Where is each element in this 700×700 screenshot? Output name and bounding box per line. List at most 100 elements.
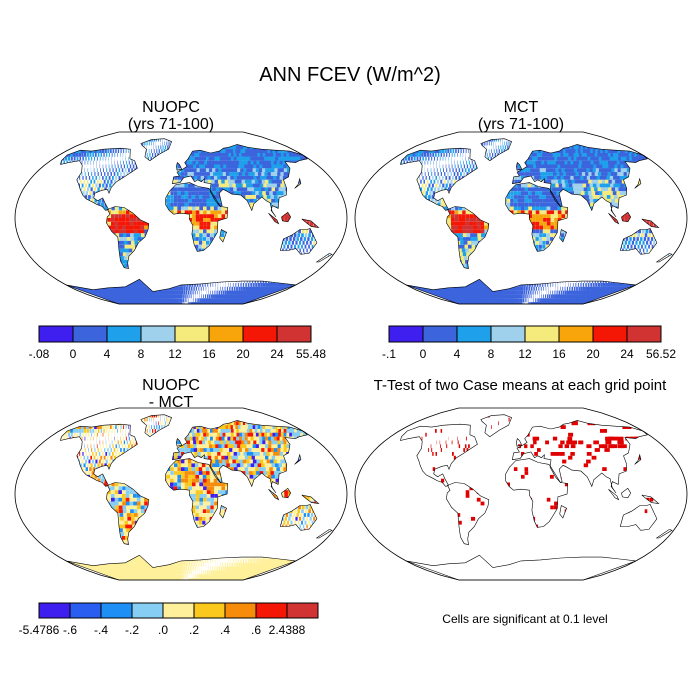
map-boundary <box>14 131 348 305</box>
coastline-northAmerica <box>60 147 138 211</box>
coastline-madagascar <box>219 229 227 243</box>
colorbar-tick-label: 8 <box>138 347 145 361</box>
colorbar-tick-label: 56.52 <box>646 347 676 361</box>
colorbar-tick-label: -.1 <box>382 347 396 361</box>
colorbar-tick-label: 16 <box>202 347 216 361</box>
colorbar-tick-label: 4 <box>104 347 111 361</box>
colorbar-swatch <box>456 325 492 343</box>
coastline-newZealand <box>655 253 673 263</box>
colorbar-swatch <box>162 602 195 619</box>
figure-title: ANN FCEV (W/m^2) <box>259 64 441 86</box>
coastline-australia <box>279 504 318 531</box>
coastline-antarctica <box>405 554 637 581</box>
coastline-southAmerica <box>446 206 490 269</box>
colorbar-tick-label: 2.4388 <box>269 623 306 637</box>
colorbar-swatch <box>490 325 526 343</box>
coastline-northAmerica <box>400 147 478 211</box>
colorbar-tick-label: .2 <box>189 623 199 637</box>
colorbar-swatch <box>208 325 244 343</box>
coastline-borneo <box>621 487 632 499</box>
coastline-madagascar <box>559 505 567 519</box>
map-boundary <box>354 407 688 581</box>
land-field-cells <box>60 414 332 580</box>
colorbar-swatch <box>626 325 662 343</box>
colorbar-swatch <box>106 325 142 343</box>
coastline-antarctica <box>405 278 637 305</box>
map-difference <box>14 407 348 581</box>
coastline-uk <box>176 162 183 171</box>
coastline-sumatra <box>268 488 280 501</box>
map-nuopc <box>14 131 348 305</box>
colorbar-tick-label: 4 <box>454 347 461 361</box>
colorbar-tick-label: -.2 <box>125 623 139 637</box>
colorbar-nuopc: -.08 0 4 8 12 16 20 24 55.48 <box>29 325 326 361</box>
colorbar-tick-label: 12 <box>168 347 182 361</box>
coastline-australia <box>619 228 658 255</box>
panel-title-mct-line2: (yrs 71-100) <box>477 116 565 133</box>
colorbar-swatch <box>140 325 176 343</box>
coastline-newGuinea <box>641 218 660 229</box>
panel-title-diff-line2: - MCT <box>148 394 194 411</box>
colorbar-tick-label: 8 <box>488 347 495 361</box>
colorbar-swatch <box>72 325 108 343</box>
land-field-cells <box>401 414 672 552</box>
colorbar-swatch <box>286 602 319 619</box>
coastline-newGuinea <box>641 494 660 505</box>
coastline-newZealand <box>655 529 673 539</box>
colorbar-swatch <box>242 325 278 343</box>
coastline-japan <box>294 453 302 465</box>
panel-title-diff: NUOPC - MCT <box>81 377 261 411</box>
colorbar-tick-label: 12 <box>518 347 532 361</box>
panel-title-mct: MCT (yrs 71-100) <box>431 99 611 133</box>
coastline-madagascar <box>219 505 227 519</box>
colorbar-swatch <box>224 602 257 619</box>
coastline-southAmerica <box>106 482 150 545</box>
coastline-northAmerica <box>400 423 478 487</box>
map-ttest <box>354 407 688 581</box>
coastline-eurasia <box>512 144 648 218</box>
colorbar-swatch <box>422 325 458 343</box>
coastline-borneo <box>621 211 632 223</box>
colorbar-tick-label: 24 <box>620 347 634 361</box>
colorbar-swatch <box>69 602 102 619</box>
colorbar-tick-label: .0 <box>158 623 168 637</box>
land-field-cells <box>60 138 332 304</box>
coastline-eurasia <box>172 144 308 218</box>
coastline-borneo <box>281 487 292 499</box>
colorbar-tick-label: .4 <box>220 623 230 637</box>
colorbar-tick-label: 24 <box>270 347 284 361</box>
colorbar-tick-label: -.6 <box>63 623 77 637</box>
coastline-japan <box>634 453 642 465</box>
coastline-japan <box>294 177 302 189</box>
coastline-newGuinea <box>301 494 320 505</box>
land-field-cells <box>400 138 672 304</box>
coastline-newGuinea <box>301 218 320 229</box>
panel-title-diff-line1: NUOPC <box>142 377 200 394</box>
coastline-uk <box>516 162 523 171</box>
colorbar-swatch <box>38 602 71 619</box>
coastline-madagascar <box>559 229 567 243</box>
colorbar-mct: -.1 0 4 8 12 16 20 24 56.52 <box>382 325 676 361</box>
coastline-greenland <box>140 414 172 438</box>
map-boundary <box>354 131 688 305</box>
colorbar-tick-label: 20 <box>236 347 250 361</box>
coastline-newZealand <box>315 529 333 539</box>
coastline-northAmerica <box>60 423 138 487</box>
coastline-eurasia <box>172 420 308 494</box>
colorbar-difference: -5.4786 -.6 -.4 -.2 .0 .2 .4 .6 2.4388 <box>19 602 319 637</box>
coastline-eurasia <box>512 420 648 494</box>
map-boundary <box>14 407 348 581</box>
colorbar-swatch <box>100 602 133 619</box>
colorbar-tick-label: 0 <box>70 347 77 361</box>
coastline-borneo <box>281 211 292 223</box>
colorbar-swatch <box>592 325 628 343</box>
colorbar-swatch <box>38 325 74 343</box>
coastline-greenland <box>140 138 172 162</box>
coastline-newZealand <box>315 253 333 263</box>
colorbar-tick-label: .6 <box>251 623 261 637</box>
coastline-southAmerica <box>446 482 490 545</box>
map-mct <box>354 131 688 305</box>
colorbar-swatch <box>174 325 210 343</box>
panel-title-nuopc-line2: (yrs 71-100) <box>127 116 215 133</box>
colorbar-tick-label: -.4 <box>94 623 108 637</box>
